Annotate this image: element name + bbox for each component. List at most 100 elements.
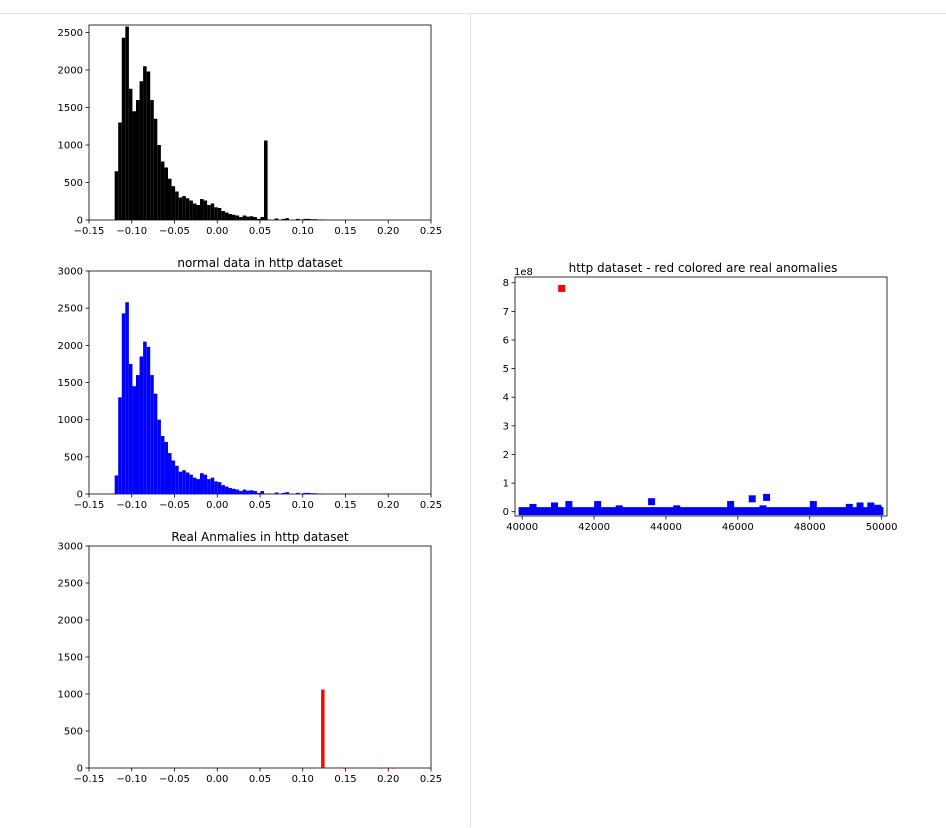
histogram-bar [192,477,197,494]
histogram-bar [253,491,257,494]
histogram-bar [260,491,265,494]
chart-title: Real Anmalies in http dataset [171,530,349,544]
histogram-bar [125,302,129,494]
histogram-bar [164,441,169,494]
histogram-bar [285,218,289,220]
y-tick-label: 7 [503,307,509,318]
scatter-point-anomaly [558,284,566,292]
y-tick-label: 2 [503,450,509,461]
histogram-bar [150,375,154,494]
x-tick-label: 0.25 [420,500,442,511]
x-tick-label: 0.15 [334,500,356,511]
histogram-bar [217,482,222,494]
y-tick-label: 1000 [58,415,83,426]
histogram-bar [114,475,119,494]
histogram-bar [196,479,201,494]
histogram-bar [139,81,144,220]
histogram-bar [153,393,158,494]
histogram-bar [224,486,229,494]
x-tick-label: 0.10 [292,774,314,785]
histogram-bar [214,207,218,220]
histogram-bar [207,479,211,494]
y-exponent-label: 1e8 [514,267,533,278]
histogram-bar [242,215,247,220]
histogram-bar [379,767,384,769]
x-tick-label: 42000 [578,522,610,533]
x-tick-label: −0.05 [159,774,190,785]
histogram-bar [336,767,342,769]
histogram-bar [128,88,133,220]
histogram-bar [221,211,225,220]
y-tick-label: 1500 [58,653,83,664]
histogram-bar [143,66,147,220]
histogram-bar [171,460,176,494]
histogram-bar [391,767,396,769]
histogram-bar [224,212,229,220]
histogram-bar [260,217,265,220]
scatter-point-normal [874,504,882,512]
x-tick-label: 46000 [722,522,754,533]
x-tick-label: −0.05 [159,500,190,511]
histogram-bar [160,161,165,220]
histogram-bar [264,140,268,220]
chart-title: normal data in http dataset [177,256,343,270]
y-tick-label: 1 [503,479,509,490]
scatter-point-normal [648,498,656,506]
histogram-bar [157,145,161,220]
plot-frame [88,545,432,769]
histogram-bar [303,218,307,220]
scatter-point-normal [594,501,602,509]
histogram-bar [135,100,140,220]
scatter-point-normal [759,505,767,513]
x-tick-label: −0.10 [116,500,147,511]
histogram-bar [189,474,193,494]
histogram-bar [203,474,208,494]
histogram-bar [175,465,179,494]
histogram-bar [221,485,225,494]
histogram-bar [132,386,136,494]
histogram-bar [242,489,247,494]
scatter-point-normal [727,501,735,509]
histogram-bar [146,71,151,220]
y-tick-label: 0 [503,507,509,518]
histogram-bar [310,219,314,220]
histogram-normal-data: normal data in http dataset −0.15 −0.10 −0… [58,256,443,511]
x-tick-label: 0.20 [377,500,399,511]
histogram-bar [114,171,119,220]
x-tick-label: 50000 [866,522,898,533]
x-tick-label: −0.10 [116,226,147,237]
x-tick-label: 0.20 [377,774,399,785]
histogram-bar [178,197,183,220]
scatter-point-normal [565,501,573,509]
x-tick-label: 0.10 [292,226,314,237]
histogram-bar [203,200,208,220]
histogram-bar [196,205,201,220]
y-tick-label: 6 [503,335,509,346]
histogram-bar [121,313,126,494]
histogram-real-anomalies: Real Anmalies in http dataset −0.15 −0.10… [58,530,443,785]
scatter-point-normal [529,503,537,511]
histogram-bar [310,493,314,494]
histogram-bar [207,205,211,220]
histogram-bar [228,488,233,494]
y-tick-label: 3 [503,421,509,432]
histogram-all-data: −0.15 −0.10 −0.05 0.00 0.05 0.10 0.15 0.20 0.25 0… [58,24,442,237]
scatter-point-normal [551,502,559,510]
x-tick-label: 0.00 [206,774,228,785]
histogram-bar [249,490,254,494]
x-tick-label: 40000 [506,522,538,533]
histogram-bar [285,492,289,494]
histogram-bar [281,218,286,220]
histogram-bar [150,100,154,220]
histogram-bar [256,492,261,494]
scatter-point-normal [615,505,623,513]
y-tick-label: 2000 [58,66,83,77]
histogram-bar [239,491,243,494]
x-tick-label: 0.15 [334,226,356,237]
x-tick-label: 0.00 [206,500,228,511]
histogram-bar [139,356,144,494]
histogram-bar [239,217,243,220]
histogram-bar [210,477,215,494]
scatter-point-normal [809,501,817,509]
